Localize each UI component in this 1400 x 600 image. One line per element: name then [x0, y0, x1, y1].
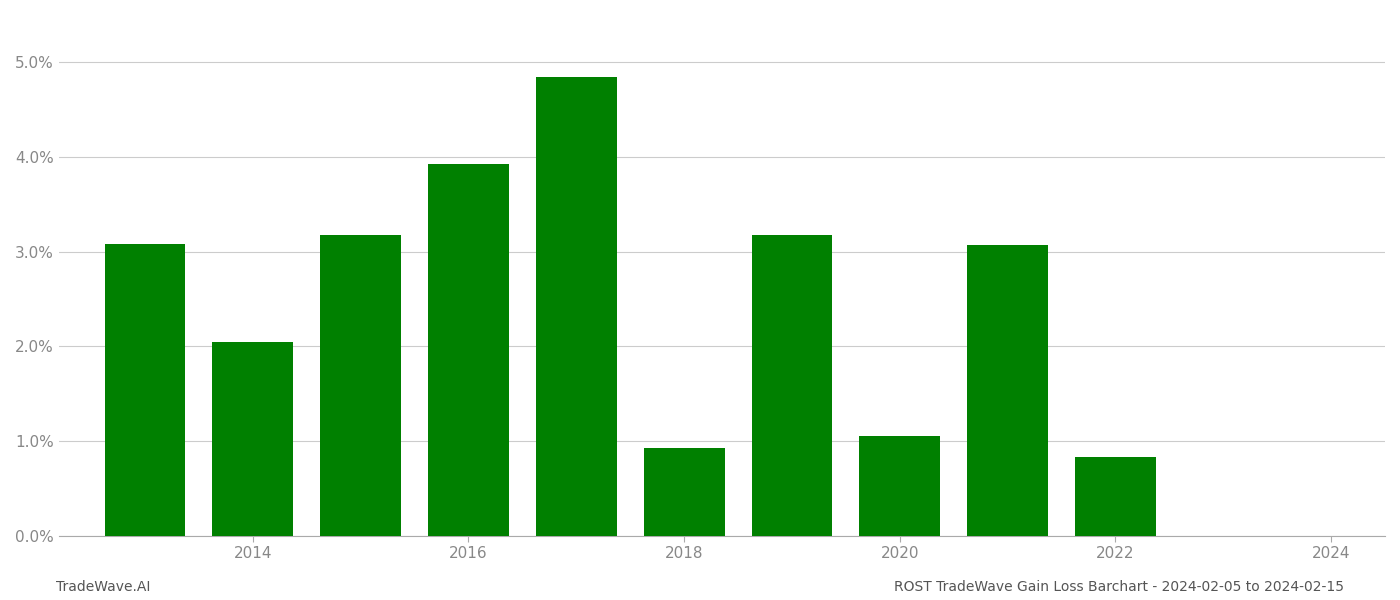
- Bar: [752, 235, 833, 536]
- Bar: [213, 341, 293, 536]
- Bar: [321, 235, 400, 536]
- Bar: [967, 245, 1049, 536]
- Bar: [536, 77, 617, 536]
- Text: ROST TradeWave Gain Loss Barchart - 2024-02-05 to 2024-02-15: ROST TradeWave Gain Loss Barchart - 2024…: [895, 580, 1344, 594]
- Text: TradeWave.AI: TradeWave.AI: [56, 580, 150, 594]
- Bar: [1075, 457, 1156, 536]
- Bar: [428, 164, 510, 536]
- Bar: [105, 244, 185, 536]
- Bar: [644, 448, 725, 536]
- Bar: [860, 436, 941, 536]
